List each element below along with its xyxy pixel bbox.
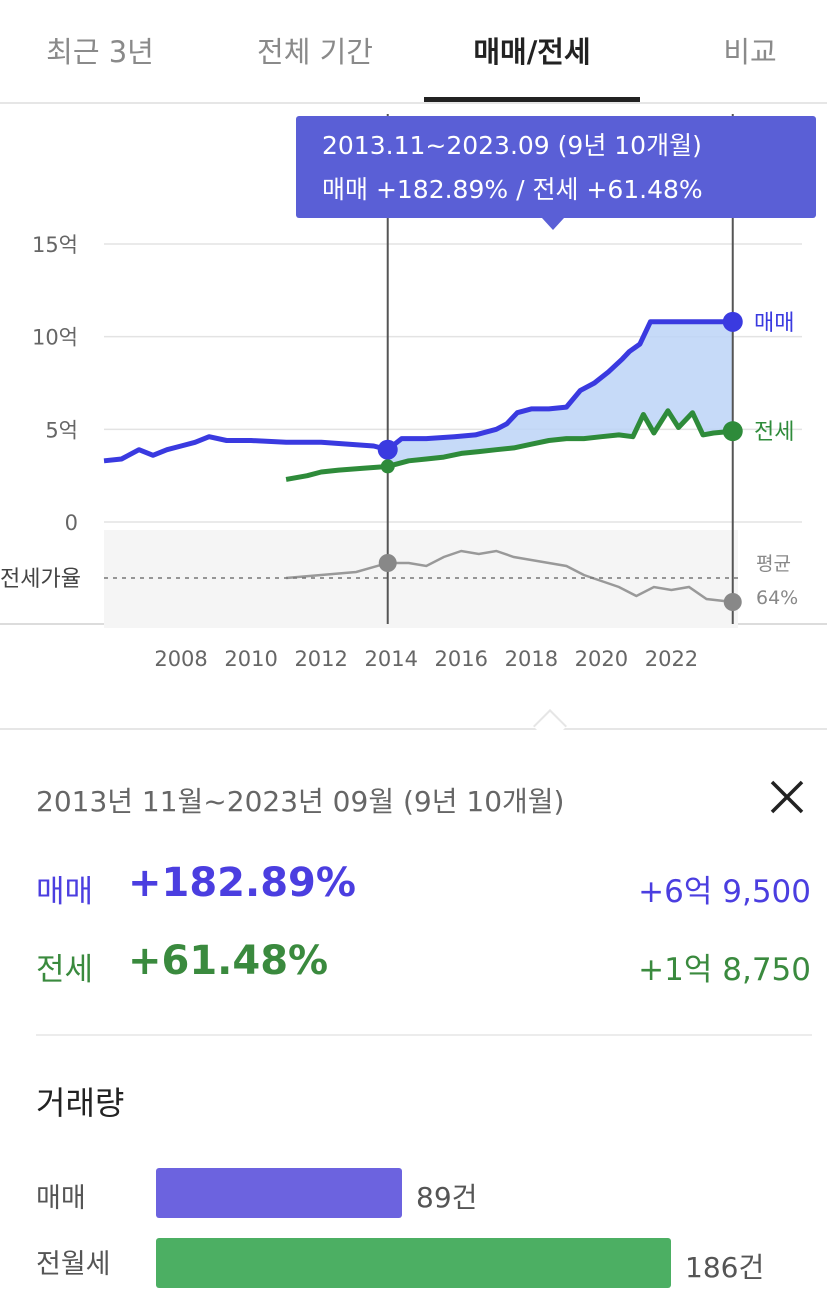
x-tick-label: 2012 — [294, 647, 347, 671]
ratio-avg-label: 평균 — [756, 553, 791, 575]
tab-all-period[interactable]: 전체 기간 — [257, 35, 373, 69]
tab-sale-jeonse[interactable]: 매매/전세 — [473, 35, 591, 69]
tab-recent-3-years[interactable]: 최근 3년 — [46, 35, 154, 69]
sale-end-point — [722, 311, 743, 332]
ratio-label: 전세가율 — [0, 567, 81, 592]
volume-rent-label: 전월세 — [36, 1249, 111, 1280]
y-tick-label: 10억 — [32, 326, 78, 350]
ratio-series-line — [285, 549, 733, 604]
jeonse-percent: +61.48% — [128, 938, 329, 984]
jeonse-amount: +1억 8,750 — [638, 952, 811, 988]
sale-start-point — [377, 439, 398, 460]
panel-notch — [533, 709, 567, 743]
sale-amount: +6억 9,500 — [638, 874, 811, 910]
volume-rent-count: 186건 — [685, 1251, 765, 1284]
jeonse-series-line — [285, 408, 733, 482]
volume-rent-bar — [156, 1238, 671, 1288]
volume-title: 거래량 — [36, 1084, 125, 1122]
range-fill-area — [387, 321, 733, 467]
panel-divider — [0, 728, 827, 730]
x-tick-label: 2014 — [364, 647, 417, 671]
volume-sale-count: 89건 — [416, 1181, 478, 1214]
x-tick-label: 2018 — [505, 647, 558, 671]
range-tooltip: 2013.11~2023.09 (9년 10개월) 매매 +182.89% / … — [296, 116, 816, 218]
volume-sale-bar — [156, 1168, 402, 1218]
jeonse-start-point — [380, 459, 395, 474]
section-separator — [36, 1034, 812, 1036]
ratio-avg-value: 64% — [756, 587, 798, 609]
x-axis: 2008 2010 2012 2014 2016 2018 2020 2022 — [154, 647, 698, 671]
y-tick-label: 5억 — [45, 418, 78, 442]
tooltip-period: 2013.11~2023.09 (9년 10개월) — [322, 131, 702, 160]
x-tick-label: 2020 — [575, 647, 628, 671]
tab-compare[interactable]: 비교 — [723, 35, 777, 69]
ratio-band-background — [104, 530, 738, 628]
tooltip-values: 매매 +182.89% / 전세 +61.48% — [322, 175, 703, 204]
x-tick-label: 2010 — [224, 647, 277, 671]
x-tick-label: 2016 — [435, 647, 488, 671]
ratio-start-point — [378, 554, 397, 572]
jeonse-end-point — [722, 421, 743, 442]
y-tick-label: 0 — [65, 511, 78, 535]
sale-label: 매매 — [36, 874, 94, 910]
x-tick-label: 2022 — [645, 647, 698, 671]
tooltip-arrow — [542, 218, 564, 230]
ratio-end-point — [723, 593, 742, 611]
period-tabs: 최근 3년 전체 기간 매매/전세 비교 — [0, 0, 827, 104]
y-axis: 15억 10억 5억 0 — [32, 233, 78, 535]
jeonse-series-label: 전세 — [754, 420, 794, 445]
close-icon[interactable] — [766, 776, 808, 818]
sale-series-line — [103, 319, 733, 464]
y-tick-label: 15억 — [32, 233, 78, 257]
jeonse-label: 전세 — [36, 952, 94, 988]
summary-period: 2013년 11월~2023년 09월 (9년 10개월) — [36, 785, 565, 818]
sale-series-label: 매매 — [754, 311, 794, 336]
active-tab-indicator — [424, 97, 640, 102]
sale-percent: +182.89% — [128, 860, 356, 906]
volume-sale-label: 매매 — [36, 1183, 86, 1214]
x-tick-label: 2008 — [154, 647, 207, 671]
